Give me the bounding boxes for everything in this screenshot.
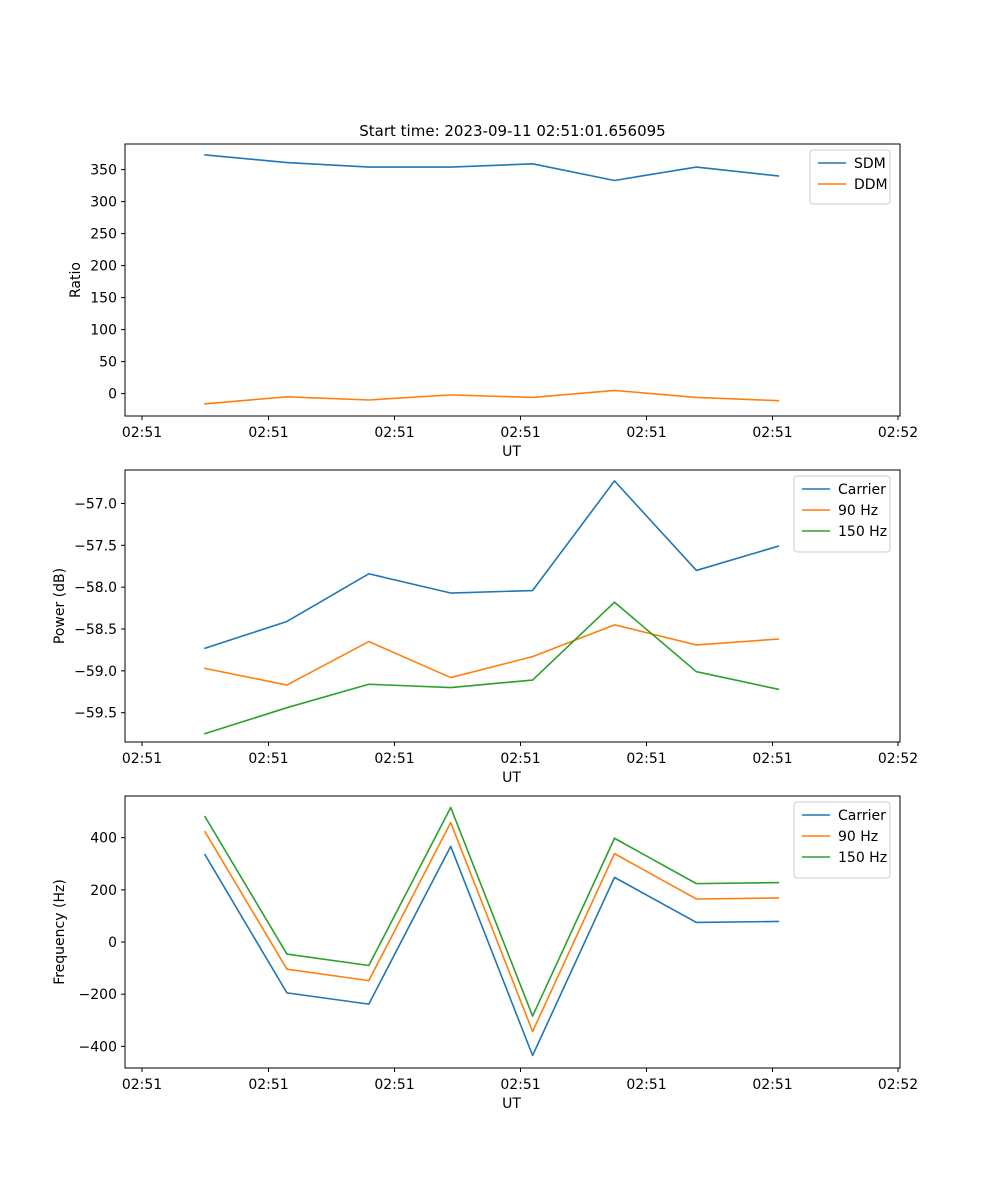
legend-item: 150 Hz bbox=[802, 524, 887, 540]
series-line-carrier bbox=[203, 480, 780, 650]
legend-item: 90 Hz bbox=[802, 503, 878, 519]
y-tick-label: 150 bbox=[90, 291, 117, 307]
y-axis-label: Ratio bbox=[68, 262, 84, 298]
legend-item: SDM bbox=[818, 156, 886, 172]
y-axis: −59.5 −59.0 −58.5 −58.0 −57.5 −57.0 Power (dB) bbox=[52, 496, 125, 722]
x-tick-label: 02:51 bbox=[752, 1077, 792, 1093]
chart-panel-2: 02:51 02:51 02:51 02:51 02:51 02:51 02:52 UT −59… bbox=[52, 469, 918, 786]
y-axis: 0 50 100 150 200 250 300 350 Ratio bbox=[68, 163, 125, 403]
x-tick-label: 02:51 bbox=[248, 1077, 288, 1093]
axes-frame bbox=[124, 469, 901, 743]
x-axis: 02:51 02:51 02:51 02:51 02:51 02:51 02:52 UT bbox=[122, 742, 918, 786]
x-axis-label: UT bbox=[502, 1096, 521, 1112]
y-tick-label: 50 bbox=[99, 355, 117, 371]
legend: Carrier 90 Hz 150 Hz bbox=[793, 801, 891, 879]
series-line-90-hz bbox=[203, 821, 780, 1033]
series-line-150-hz bbox=[203, 806, 780, 1017]
x-tick-label: 02:52 bbox=[878, 1077, 918, 1093]
y-tick-label: 200 bbox=[90, 883, 117, 899]
x-tick-label: 02:51 bbox=[500, 425, 540, 441]
series-line-150-hz bbox=[203, 601, 780, 735]
x-tick-label: 02:51 bbox=[752, 425, 792, 441]
chart-panel-3: 02:51 02:51 02:51 02:51 02:51 02:51 02:52 UT −40… bbox=[52, 795, 918, 1112]
series-group bbox=[203, 480, 780, 735]
y-tick-label: 100 bbox=[90, 323, 117, 339]
x-tick-label: 02:51 bbox=[248, 425, 288, 441]
axes-frame bbox=[124, 795, 901, 1069]
series-group bbox=[203, 806, 780, 1057]
x-tick-label: 02:52 bbox=[878, 751, 918, 767]
y-tick-label: 350 bbox=[90, 163, 117, 179]
series-line-ddm bbox=[204, 389, 780, 405]
x-tick-label: 02:51 bbox=[122, 425, 162, 441]
y-tick-label: −200 bbox=[79, 987, 117, 1003]
y-tick-label: −57.0 bbox=[74, 496, 117, 512]
y-tick-label: 250 bbox=[90, 227, 117, 243]
legend-box bbox=[793, 475, 891, 553]
y-axis-label: Power (dB) bbox=[52, 568, 68, 644]
legend-label: SDM bbox=[854, 156, 886, 172]
legend-label: Carrier bbox=[838, 482, 886, 498]
x-axis: 02:51 02:51 02:51 02:51 02:51 02:51 02:52 UT bbox=[122, 416, 918, 460]
x-tick-label: 02:51 bbox=[122, 751, 162, 767]
y-axis-label: Frequency (Hz) bbox=[52, 879, 68, 985]
y-tick-label: 400 bbox=[90, 831, 117, 847]
x-tick-label: 02:51 bbox=[374, 425, 414, 441]
y-tick-label: 200 bbox=[90, 259, 117, 275]
legend-label: 90 Hz bbox=[838, 829, 878, 845]
x-axis: 02:51 02:51 02:51 02:51 02:51 02:51 02:52 UT bbox=[122, 1068, 918, 1112]
chart-title: Start time: 2023-09-11 02:51:01.656095 bbox=[359, 122, 665, 140]
y-axis: −400 −200 0 200 400 Frequency (Hz) bbox=[52, 831, 125, 1055]
legend-label: 150 Hz bbox=[838, 850, 887, 866]
x-tick-label: 02:51 bbox=[500, 751, 540, 767]
y-tick-label: 0 bbox=[108, 935, 117, 951]
x-axis-label: UT bbox=[502, 444, 521, 460]
x-tick-label: 02:51 bbox=[122, 1077, 162, 1093]
x-tick-label: 02:51 bbox=[752, 751, 792, 767]
x-tick-label: 02:51 bbox=[374, 1077, 414, 1093]
series-group bbox=[204, 154, 780, 405]
y-tick-label: −58.0 bbox=[74, 580, 117, 596]
y-tick-label: −57.5 bbox=[74, 538, 117, 554]
legend-label: 90 Hz bbox=[838, 503, 878, 519]
legend-label: 150 Hz bbox=[838, 524, 887, 540]
legend-item: 90 Hz bbox=[802, 829, 878, 845]
y-tick-label: −400 bbox=[79, 1039, 117, 1055]
y-tick-label: 0 bbox=[108, 387, 117, 403]
legend-label: Carrier bbox=[838, 808, 886, 824]
x-tick-label: 02:51 bbox=[248, 751, 288, 767]
legend-item: 150 Hz bbox=[802, 850, 887, 866]
y-tick-label: −58.5 bbox=[74, 622, 117, 638]
series-line-90-hz bbox=[204, 624, 780, 686]
series-line-carrier bbox=[203, 845, 780, 1057]
axes-frame bbox=[124, 143, 901, 417]
legend-label: DDM bbox=[854, 177, 888, 193]
panels: Start time: 2023-09-11 02:51:01.65609502… bbox=[52, 122, 918, 1112]
legend-box bbox=[793, 801, 891, 879]
x-tick-label: 02:51 bbox=[626, 751, 666, 767]
x-tick-label: 02:51 bbox=[374, 751, 414, 767]
chart-panel-1: Start time: 2023-09-11 02:51:01.65609502… bbox=[68, 122, 918, 460]
x-tick-label: 02:51 bbox=[626, 425, 666, 441]
series-line-sdm bbox=[204, 154, 780, 182]
y-tick-label: −59.0 bbox=[74, 664, 117, 680]
legend: SDM DDM bbox=[809, 149, 891, 205]
legend-item: DDM bbox=[818, 177, 888, 193]
x-tick-label: 02:51 bbox=[626, 1077, 666, 1093]
legend: Carrier 90 Hz 150 Hz bbox=[793, 475, 891, 553]
x-axis-label: UT bbox=[502, 770, 521, 786]
x-tick-label: 02:51 bbox=[500, 1077, 540, 1093]
legend-item: Carrier bbox=[802, 482, 886, 498]
y-tick-label: 300 bbox=[90, 195, 117, 211]
y-tick-label: −59.5 bbox=[74, 706, 117, 722]
legend-item: Carrier bbox=[802, 808, 886, 824]
x-tick-label: 02:52 bbox=[878, 425, 918, 441]
